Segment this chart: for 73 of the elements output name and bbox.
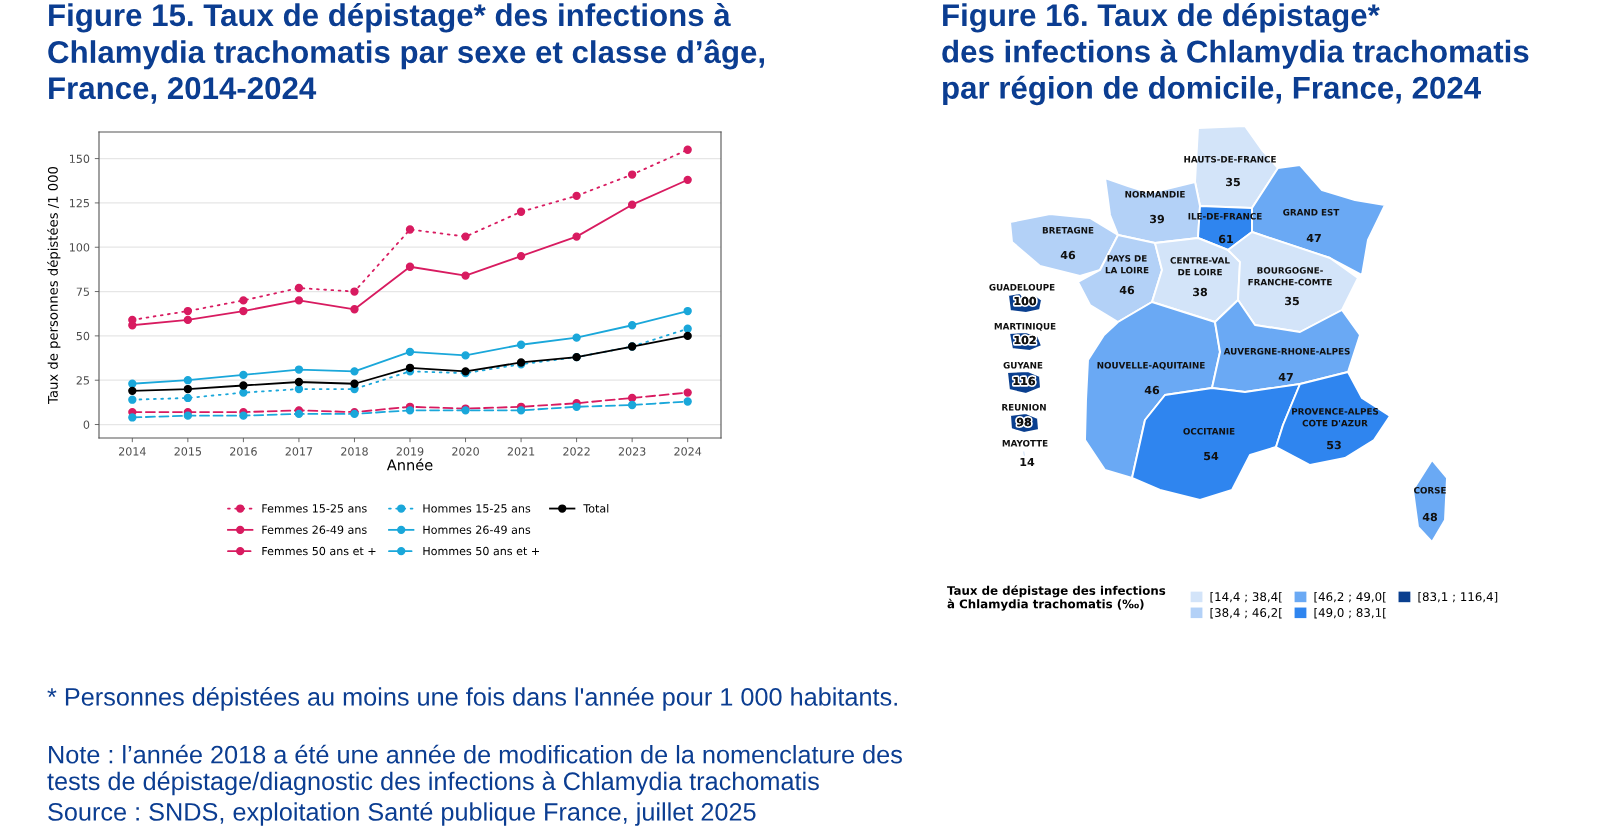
y-tick-label: 100 [69, 243, 90, 252]
category-label: GUYANE [1003, 361, 1043, 369]
category-label: GRAND EST [1283, 208, 1340, 216]
x-tick-label: 2021 [507, 447, 535, 456]
data-label: 46 [1144, 385, 1160, 395]
category-label: PAYS DE LA LOIRE [1105, 255, 1149, 274]
category-label: AUVERGNE-RHONE-ALPES [1223, 347, 1350, 355]
x-tick-label: 2018 [341, 447, 368, 456]
chart-title: Figure 15. Taux de dépistage* des infections à Chlamydia trachomatis par sexe et classe d’âge, France, 2014-2024 [48, 3, 764, 104]
x-tick-label: 2024 [674, 447, 702, 456]
data-label: 46 [1119, 285, 1135, 295]
data-label: 53 [1327, 440, 1341, 450]
category-label: REUNION [1002, 403, 1046, 411]
data-label: 54 [1204, 451, 1219, 461]
x-tick-label: 2015 [174, 447, 202, 456]
legend-label: Femmes 26-49 ans [262, 525, 367, 534]
x-tick-label: 2016 [230, 447, 257, 456]
category-label: GUADELOUPE [989, 283, 1055, 291]
data-label: 47 [1306, 233, 1321, 243]
category-label: BRETAGNE [1042, 226, 1094, 234]
data-label: 35 [1226, 177, 1240, 187]
category-label: PROVENCE-ALPES COTE D'AZUR [1292, 408, 1379, 427]
category-label: CORSE [1414, 486, 1446, 494]
legend-title: Taux de dépistage des infections à Chlamydia trachomatis (‰) [947, 585, 1166, 611]
data-label: 98 [1016, 417, 1032, 427]
y-tick-label: 50 [76, 331, 90, 341]
x-tick-label: 2022 [563, 447, 590, 456]
data-label: 14 [1020, 457, 1035, 467]
x-tick-label: 2023 [618, 447, 646, 456]
y-tick-label: 125 [69, 198, 89, 208]
text: Note : l’année 2018 a été une année de modification de la nomenclature des tests de dépistage/diagnostic des infections à Chlamydia trachomatis [47, 744, 902, 796]
legend-label: [46,2 ; 49,0[ [1314, 591, 1386, 603]
text: * Personnes dépistées au moins une fois dans l'année pour 1 000 habitants. [47, 687, 897, 711]
data-label: 100 [1014, 296, 1037, 306]
category-label: HAUTS-DE-FRANCE [1184, 155, 1276, 163]
category-label: CENTRE-VAL DE LOIRE [1170, 257, 1230, 276]
x-tick-label: 2020 [452, 447, 479, 456]
x-axis-title: Année [386, 458, 433, 471]
y-tick-label: 75 [76, 287, 89, 296]
category-label: MARTINIQUE [994, 322, 1056, 331]
legend-label: Femmes 15-25 ans [262, 504, 367, 513]
legend-label: Hommes 15-25 ans [423, 504, 531, 513]
data-label: 47 [1278, 372, 1293, 382]
data-label: 46 [1060, 250, 1076, 260]
legend-label: [49,0 ; 83,1[ [1314, 607, 1386, 619]
x-tick-label: 2017 [285, 447, 313, 456]
data-label: 48 [1422, 512, 1438, 522]
category-label: OCCITANIE [1183, 427, 1235, 435]
data-label: 61 [1218, 234, 1233, 244]
category-label: NOUVELLE-AQUITAINE [1097, 361, 1205, 370]
x-tick-label: 2014 [119, 447, 146, 456]
y-tick-label: 25 [76, 376, 89, 385]
category-label: MAYOTTE [1002, 439, 1048, 447]
data-label: 35 [1285, 296, 1299, 306]
category-label: BOURGOGNE- FRANCHE-COMTE [1248, 267, 1332, 286]
data-label: 39 [1150, 214, 1165, 224]
legend-label: [14,4 ; 38,4[ [1210, 591, 1282, 603]
legend-label: [38,4 ; 46,2[ [1210, 607, 1282, 619]
y-axis-title: Taux de personnes dépistées /1 000 [47, 166, 61, 404]
legend-label: Hommes 50 ans et + [423, 546, 539, 556]
legend-label: Femmes 50 ans et + [262, 546, 376, 556]
legend-label: Total [583, 504, 609, 513]
source-note: Source : SNDS, exploitation Santé publique France, juillet 2025 [48, 802, 756, 826]
data-label: 38 [1193, 287, 1208, 297]
text: Figure 16. Taux de dépistage* des infections à Chlamydia trachomatis par région de domicile, France, 2024 [942, 3, 1529, 106]
legend-label: [83,1 ; 116,4] [1418, 591, 1498, 603]
category-label: NORMANDIE [1125, 190, 1185, 198]
legend-label: Hommes 26-49 ans [423, 525, 531, 534]
y-tick-label: 0 [83, 420, 90, 429]
data-label: 116 [1013, 376, 1035, 386]
x-tick-label: 2019 [396, 447, 424, 456]
y-tick-label: 150 [69, 154, 90, 163]
data-label: 102 [1014, 335, 1036, 345]
